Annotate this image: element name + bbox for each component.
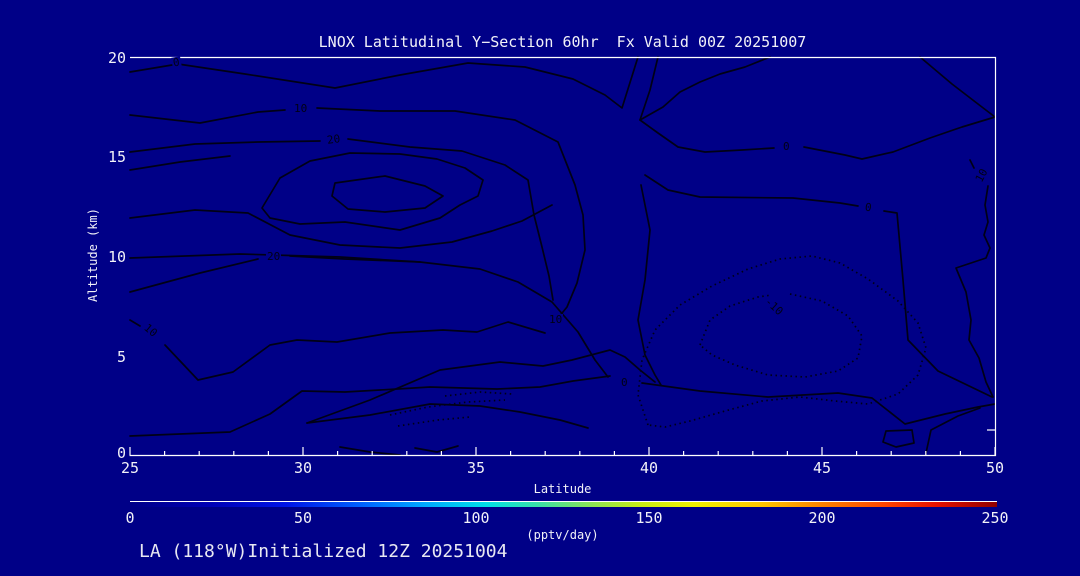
contour-line bbox=[639, 56, 996, 160]
contour-lines bbox=[129, 56, 996, 456]
x-tick-label: 30 bbox=[293, 459, 313, 477]
contour-line-closed bbox=[331, 175, 444, 213]
contour-value-label: 20 bbox=[266, 250, 282, 263]
x-axis-title: Latitude bbox=[533, 482, 592, 496]
contour-lines-negative-dotted bbox=[389, 255, 927, 428]
contour-line bbox=[637, 184, 662, 386]
colorbar-tick-label: 250 bbox=[981, 509, 1009, 527]
contour-line-dotted bbox=[397, 416, 471, 427]
contour-line bbox=[129, 375, 996, 437]
colorbar-units-label: (pptv/day) bbox=[526, 528, 599, 542]
contour-line bbox=[129, 155, 231, 171]
contour-line-closed bbox=[882, 429, 915, 448]
y-tick-label: 0 bbox=[116, 444, 126, 462]
x-tick-label: 45 bbox=[812, 459, 832, 477]
contour-value-label: 10 bbox=[548, 313, 564, 326]
contour-value-label: 0 bbox=[863, 200, 874, 215]
contour-line bbox=[306, 349, 656, 424]
contour-line-dotted bbox=[444, 391, 513, 397]
contour-line bbox=[129, 255, 609, 378]
contour-line-dotted bbox=[699, 293, 863, 378]
plot-frame bbox=[129, 56, 997, 457]
contour-line bbox=[414, 445, 459, 453]
contour-line bbox=[129, 107, 586, 381]
y-tick-label: 15 bbox=[107, 148, 126, 166]
contour-line bbox=[306, 403, 589, 429]
init-info-text: LA (118°W)Initialized 12Z 20251004 bbox=[139, 541, 508, 562]
contour-line bbox=[129, 138, 554, 301]
contour-value-label: 20 bbox=[325, 132, 342, 147]
colorbar-tick-label: 0 bbox=[125, 509, 135, 527]
contour-value-label: 10 bbox=[293, 102, 309, 115]
colorbar-gradient bbox=[130, 502, 997, 507]
y-tick-label: 20 bbox=[107, 49, 126, 67]
colorbar-tick-label: 50 bbox=[293, 509, 313, 527]
contour-line-dotted bbox=[637, 255, 927, 428]
x-tick-label: 25 bbox=[120, 459, 140, 477]
x-tick-label: 35 bbox=[466, 459, 486, 477]
colorbar-axis-line bbox=[130, 500, 997, 502]
contour-line bbox=[339, 446, 401, 456]
contour-line bbox=[955, 159, 994, 398]
x-tick-label: 40 bbox=[639, 459, 659, 477]
contour-line bbox=[644, 174, 993, 398]
x-tick-label: 50 bbox=[985, 459, 1005, 477]
contour-line-closed bbox=[261, 152, 484, 231]
contour-value-label: 0 bbox=[171, 55, 182, 70]
contour-line bbox=[639, 56, 771, 121]
x-axis-ticks bbox=[129, 447, 996, 455]
contour-value-label: 0 bbox=[782, 140, 791, 153]
colorbar-tick-label: 150 bbox=[635, 509, 663, 527]
contour-line bbox=[129, 204, 553, 249]
y-tick-label: 5 bbox=[116, 348, 126, 366]
contour-value-label: 0 bbox=[620, 376, 629, 389]
colorbar-tick-label: 200 bbox=[808, 509, 836, 527]
contour-line bbox=[919, 56, 996, 118]
y-tick-label: 10 bbox=[107, 248, 126, 266]
chart-title: LNOX Latitudinal Y−Section 60hr Fx Valid… bbox=[318, 33, 807, 51]
contour-line bbox=[925, 407, 981, 454]
contour-line bbox=[129, 56, 639, 109]
colorbar-tick-label: 100 bbox=[462, 509, 490, 527]
